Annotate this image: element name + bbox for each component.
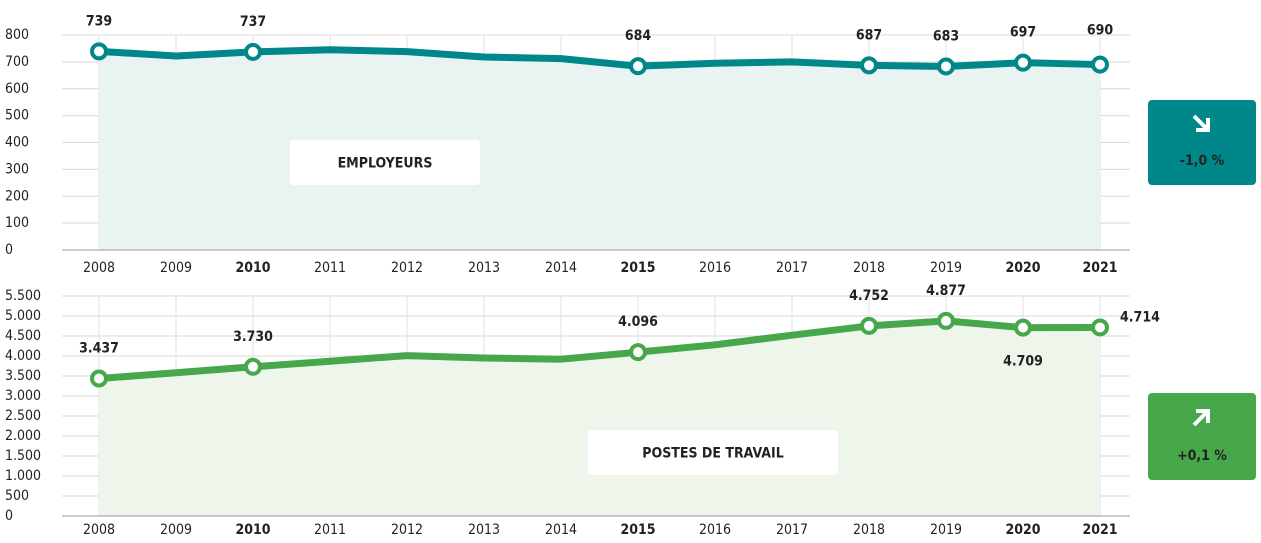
point [1014, 53, 1032, 72]
y-tick-label: 400 [5, 135, 29, 151]
y-tick-label: 1.000 [5, 468, 41, 484]
y-tick-label: 0 [5, 242, 13, 258]
data-label: 4.096 [618, 314, 658, 330]
y-tick-label: 4.000 [5, 348, 41, 364]
x-tick-label: 2021 [1082, 522, 1117, 538]
point [629, 343, 647, 362]
x-tick-label: 2012 [391, 522, 423, 538]
y-tick-label: 3.500 [5, 368, 41, 384]
point [90, 369, 108, 388]
line [95, 317, 1104, 383]
point [629, 57, 647, 76]
data-label: 737 [240, 14, 266, 30]
x-tick-label: 2008 [83, 522, 115, 538]
area [99, 320, 1100, 516]
point [90, 42, 108, 61]
change-value: -1,0 % [1180, 153, 1225, 169]
x-tick-label: 2013 [468, 522, 500, 538]
change-arrow [1192, 409, 1210, 427]
x-tick-label: 2014 [545, 260, 577, 276]
point [937, 57, 955, 76]
y-tick-label: 300 [5, 161, 29, 177]
y-tick-label: 2.000 [5, 428, 41, 444]
y-tick-label: 0 [5, 508, 13, 524]
point [860, 316, 878, 335]
x-tick-label: 2017 [776, 260, 808, 276]
y-tick-label: 600 [5, 81, 29, 97]
x-tick-label: 2016 [699, 522, 731, 538]
x-tick-label: 2008 [83, 260, 115, 276]
data-label: 4.714 [1120, 309, 1160, 325]
x-tick-label: 2015 [620, 522, 655, 538]
x-tick-label: 2018 [853, 260, 885, 276]
change-badge [1148, 100, 1256, 185]
area [99, 49, 1100, 250]
point [860, 56, 878, 75]
x-tick-label: 2020 [1005, 260, 1040, 276]
y-tick-label: 800 [5, 27, 29, 43]
y-tick-label: 500 [5, 108, 29, 124]
data-label: 3.437 [79, 341, 119, 357]
line [95, 46, 1104, 70]
change-value: +0,1 % [1177, 448, 1227, 464]
x-tick-label: 2019 [930, 260, 962, 276]
data-label: 684 [625, 28, 652, 44]
x-tick-label: 2013 [468, 260, 500, 276]
x-tick-label: 2009 [160, 260, 192, 276]
point [1014, 318, 1032, 337]
label-box [588, 430, 838, 475]
x-tick-label: 2020 [1005, 522, 1040, 538]
y-tick-label: 200 [5, 188, 29, 204]
point [244, 42, 262, 61]
x-tick-label: 2012 [391, 260, 423, 276]
x-tick-label: 2018 [853, 522, 885, 538]
data-label: 4.877 [926, 283, 966, 299]
data-label: 739 [86, 13, 112, 29]
x-tick-label: 2009 [160, 522, 192, 538]
point [244, 357, 262, 376]
y-tick-label: 1.500 [5, 448, 41, 464]
data-label: 687 [856, 27, 882, 43]
change-arrow [1192, 114, 1210, 132]
data-label: 690 [1087, 23, 1114, 39]
y-tick-label: 2.500 [5, 408, 41, 424]
y-tick-label: 700 [5, 54, 29, 70]
x-tick-label: 2019 [930, 522, 962, 538]
x-tick-label: 2015 [620, 260, 655, 276]
point [1091, 55, 1109, 74]
data-label: 683 [933, 28, 959, 44]
point [937, 311, 955, 330]
x-tick-label: 2011 [314, 522, 346, 538]
y-tick-label: 5.000 [5, 308, 41, 324]
series-label: POSTES DE TRAVAIL [642, 446, 783, 462]
x-tick-label: 2014 [545, 522, 577, 538]
y-tick-label: 4.500 [5, 328, 41, 344]
x-tick-label: 2017 [776, 522, 808, 538]
x-tick-label: 2010 [235, 522, 270, 538]
x-tick-label: 2011 [314, 260, 346, 276]
x-tick-label: 2021 [1082, 260, 1117, 276]
y-tick-label: 100 [5, 215, 29, 231]
data-label: 3.730 [233, 329, 273, 345]
point [1091, 318, 1109, 337]
x-tick-label: 2016 [699, 260, 731, 276]
y-tick-label: 5.500 [5, 288, 41, 304]
series-label: EMPLOYEURS [338, 156, 433, 172]
y-tick-label: 3.000 [5, 388, 41, 404]
data-label: 4.752 [849, 288, 889, 304]
data-label: 4.709 [1003, 354, 1043, 370]
data-label: 697 [1010, 25, 1036, 41]
change-badge [1148, 393, 1256, 480]
x-tick-label: 2010 [235, 260, 270, 276]
y-tick-label: 500 [5, 488, 29, 504]
label-box [290, 140, 480, 185]
